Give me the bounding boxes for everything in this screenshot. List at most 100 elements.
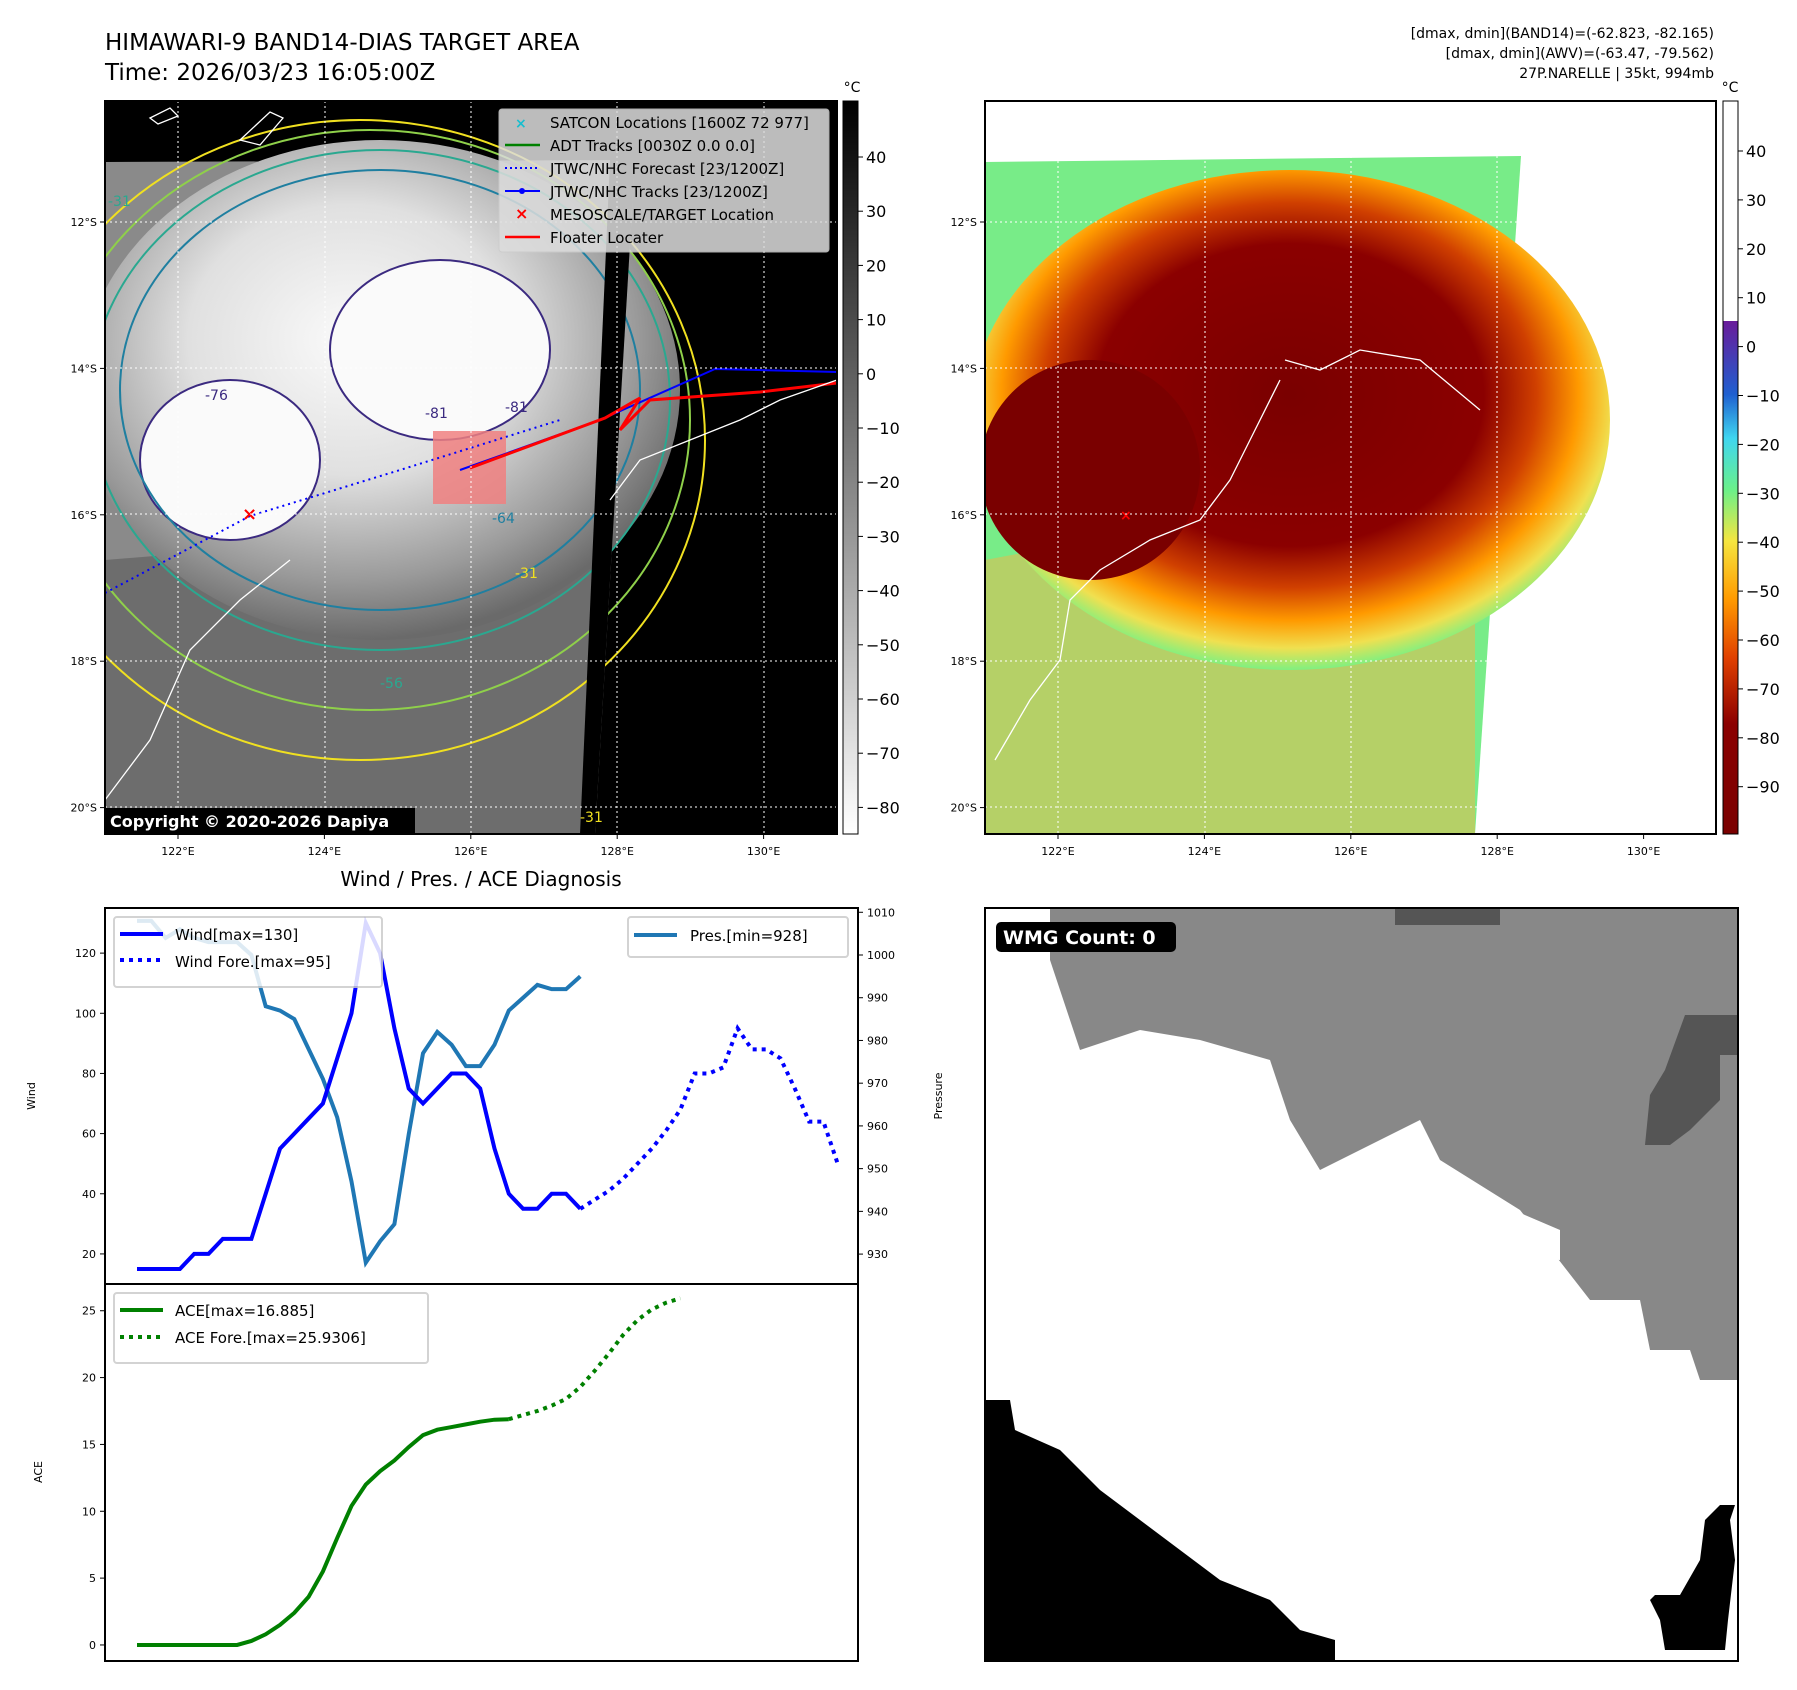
lon-tick-label: 126°E xyxy=(1334,845,1367,858)
colorbar-tick: 20 xyxy=(1746,240,1766,259)
target-location-marker: × xyxy=(242,504,257,525)
lon-tick-label: 128°E xyxy=(1480,845,1513,858)
coastline xyxy=(994,349,1481,761)
aceline xyxy=(137,1417,509,1647)
lat-tick-label: 16°S xyxy=(71,509,97,522)
colorbar-ir: °C 40 30 20 10 0 −10 −20 −30 −40 −50 −60 −70 −80 xyxy=(842,80,900,835)
ace-legend: ACE[max=16.885] ACE Fore.[max=25.9306] xyxy=(113,1292,429,1364)
contour-label: -31 xyxy=(515,566,538,582)
pressure-tick: 960 xyxy=(867,1120,888,1133)
legend-target: MESOSCALE/TARGET Location xyxy=(550,206,774,224)
lat-tick-label: 20°S xyxy=(951,802,977,815)
colorbar-tick: −20 xyxy=(1746,435,1780,454)
colorbar-tick: 10 xyxy=(1746,289,1766,308)
colorbar-tick: −80 xyxy=(866,798,900,817)
colorbar-unit: °C xyxy=(844,80,861,96)
colorbar-unit: °C xyxy=(1722,80,1739,96)
colorbar-tick: −10 xyxy=(1746,387,1780,406)
lon-tick-label: 130°E xyxy=(1627,845,1660,858)
contour-label: -81 xyxy=(425,406,448,422)
pressure-legend: Pres.[min=928] xyxy=(627,916,849,958)
lon-tick-label: 122°E xyxy=(161,845,194,858)
contour-label: -31 xyxy=(580,810,603,826)
pressure-axis-label: Pressure xyxy=(932,1072,945,1119)
colorbar-tick: −60 xyxy=(1746,631,1780,650)
colorbar-tick: −70 xyxy=(1746,680,1780,699)
pressure-tick: 940 xyxy=(867,1205,888,1218)
colorbar-tick: 20 xyxy=(866,256,886,275)
lon-tick-label: 126°E xyxy=(454,845,487,858)
legend-forecast: JTWC/NHC Forecast [23/1200Z] xyxy=(549,160,784,178)
colorbar-tick: −50 xyxy=(866,636,900,655)
colorbar-tick: 30 xyxy=(1746,191,1766,210)
colorbar-tick: −40 xyxy=(866,582,900,601)
colorbar-awv: °C 40 30 20 10 0 −10 −20 −30 −40 −50 −60 −70 −80 −90 xyxy=(1722,80,1780,835)
wind-tick: 100 xyxy=(75,1007,96,1020)
copyright: Copyright © 2020-2026 Dapiya xyxy=(110,812,389,831)
wind-tick: 80 xyxy=(82,1067,96,1080)
colorbar-tick: −30 xyxy=(866,527,900,546)
ace-tick: 15 xyxy=(82,1438,96,1451)
wind-fore-line xyxy=(579,1023,840,1211)
colorbar-tick: 0 xyxy=(1746,338,1756,357)
lon-tick-label: 124°E xyxy=(308,845,341,858)
pressure-tick: 930 xyxy=(867,1248,888,1261)
wind-pressure-chart: 20 40 60 80 100 120 930 940 950 960 970 980 990 1000 1… xyxy=(25,906,945,1285)
target-marker-icon: × xyxy=(515,204,528,223)
wind-tick: 20 xyxy=(82,1248,96,1261)
lat-tick-label: 18°S xyxy=(951,655,977,668)
colorbar-tick: −90 xyxy=(1746,778,1780,797)
wind-axis-label: Wind xyxy=(25,1082,38,1110)
pressure-tick: 1000 xyxy=(867,949,895,962)
legend-ace-forecast: ACE Fore.[max=25.9306] xyxy=(175,1329,366,1347)
target-location-marker: × xyxy=(1120,508,1132,524)
contour-label: -64 xyxy=(492,511,515,527)
wind-tick: 60 xyxy=(82,1128,96,1141)
legend-wind-forecast: Wind Fore.[max=95] xyxy=(175,953,331,971)
wind-legend: Wind[max=130] Wind Fore.[max=95] xyxy=(113,916,383,988)
lat-tick-label: 14°S xyxy=(71,362,97,375)
satcon-marker-icon: × xyxy=(515,116,527,132)
figure-time: Time: 2026/03/23 16:05:00Z xyxy=(104,60,435,86)
colorbar-tick: −70 xyxy=(866,744,900,763)
colorbar-tick: 40 xyxy=(1746,142,1766,161)
ace-tick: 25 xyxy=(82,1305,96,1318)
storm-info: 27P.NARELLE | 35kt, 994mb xyxy=(1519,66,1714,82)
contour-label: -56 xyxy=(380,676,403,692)
legend-tracks: JTWC/NHC Tracks [23/1200Z] xyxy=(549,183,768,201)
lat-tick-label: 18°S xyxy=(71,655,97,668)
ace-tick: 20 xyxy=(82,1372,96,1385)
coastline xyxy=(609,379,837,501)
lat-tick-label: 12°S xyxy=(71,216,97,229)
map-legend: × × SATCON Locations [1600Z 72 977] ADT … xyxy=(498,108,830,253)
colorbar-tick: −60 xyxy=(866,690,900,709)
legend-wind: Wind[max=130] xyxy=(175,926,298,944)
legend-floater: Floater Locater xyxy=(550,229,664,247)
wind-tick: 40 xyxy=(82,1188,96,1201)
ace-fore-line xyxy=(508,1296,681,1422)
legend-adt: ADT Tracks [0030Z 0.0 0.0] xyxy=(550,137,755,155)
lat-tick-label: 16°S xyxy=(951,509,977,522)
colorbar-tick: −10 xyxy=(866,419,900,438)
pressure-tick: 990 xyxy=(867,992,888,1005)
ace-tick: 10 xyxy=(82,1505,96,1518)
lon-tick-label: 130°E xyxy=(747,845,780,858)
colorbar-tick: 30 xyxy=(866,202,886,221)
wmg-panel: WMG Count: 0 xyxy=(984,907,1739,1662)
pressure-tick: 1010 xyxy=(867,906,895,919)
lon-tick-label: 128°E xyxy=(600,845,633,858)
stats-awv: [dmax, dmin](AWV)=(-63.47, -79.562) xyxy=(1446,46,1714,62)
ace-tick: 0 xyxy=(89,1639,96,1652)
legend-ace: ACE[max=16.885] xyxy=(175,1302,314,1320)
colorbar-tick: 10 xyxy=(866,311,886,330)
contour-label: -76 xyxy=(205,388,228,404)
colorbar-tick: −80 xyxy=(1746,729,1780,748)
lat-tick-label: 12°S xyxy=(951,216,977,229)
wmg-count: WMG Count: 0 xyxy=(1003,927,1156,949)
lat-tick-label: 14°S xyxy=(951,362,977,375)
stats-band14: [dmax, dmin](BAND14)=(-62.823, -82.165) xyxy=(1411,26,1714,42)
pressure-tick: 950 xyxy=(867,1163,888,1176)
pressure-tick: 970 xyxy=(867,1077,888,1090)
ace-tick: 5 xyxy=(89,1572,96,1585)
contour-label: -31 xyxy=(108,194,131,210)
